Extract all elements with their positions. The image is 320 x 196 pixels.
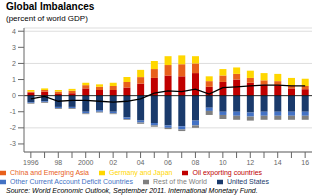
html-text:United States: United States [226, 178, 269, 185]
html-text:China and Emerging Asia: China and Emerging Asia [10, 169, 89, 176]
svg-text:3: 3 [12, 44, 16, 51]
svg-text:08: 08 [192, 159, 200, 166]
html-text:Global Imbalances: Global Imbalances [6, 1, 95, 12]
svg-text:2000: 2000 [78, 159, 94, 166]
svg-text:-2: -2 [10, 124, 16, 131]
html-text:Other Current Account Deficit: Other Current Account Deficit Countries [10, 178, 133, 185]
svg-text:-3: -3 [10, 140, 16, 147]
svg-text:98: 98 [54, 159, 62, 166]
svg-text:1: 1 [12, 76, 16, 83]
html-text:Germany and Japan: Germany and Japan [109, 169, 173, 176]
svg-text:2: 2 [12, 60, 16, 67]
svg-text:04: 04 [137, 159, 145, 166]
html-text:Source: World Economic Outlook: Source: World Economic Outlook, Septembe… [6, 187, 258, 194]
svg-text:06: 06 [164, 159, 172, 166]
svg-text:14: 14 [274, 159, 282, 166]
svg-text:-1: -1 [10, 108, 16, 115]
html-text:Oil exporting countries: Oil exporting countries [192, 169, 263, 176]
svg-text:02: 02 [109, 159, 117, 166]
svg-text:12: 12 [246, 159, 254, 166]
svg-text:0: 0 [12, 92, 16, 99]
svg-text:4: 4 [12, 28, 16, 35]
html-text:(percent of world GDP): (percent of world GDP) [6, 14, 88, 23]
svg-text:16: 16 [301, 159, 309, 166]
svg-text:1996: 1996 [23, 159, 39, 166]
svg-text:10: 10 [219, 159, 227, 166]
html-text:Rest of the World: Rest of the World [153, 178, 207, 185]
